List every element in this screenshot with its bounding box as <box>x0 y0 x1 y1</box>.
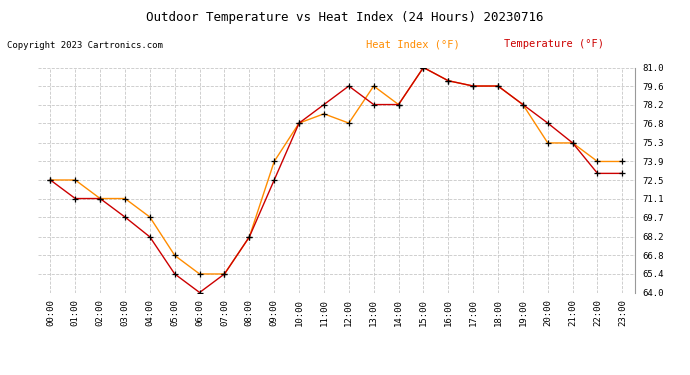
Text: Copyright 2023 Cartronics.com: Copyright 2023 Cartronics.com <box>7 41 163 50</box>
Text: Temperature (°F): Temperature (°F) <box>504 39 604 50</box>
Text: Heat Index (°F): Heat Index (°F) <box>366 39 460 50</box>
Text: Outdoor Temperature vs Heat Index (24 Hours) 20230716: Outdoor Temperature vs Heat Index (24 Ho… <box>146 11 544 24</box>
